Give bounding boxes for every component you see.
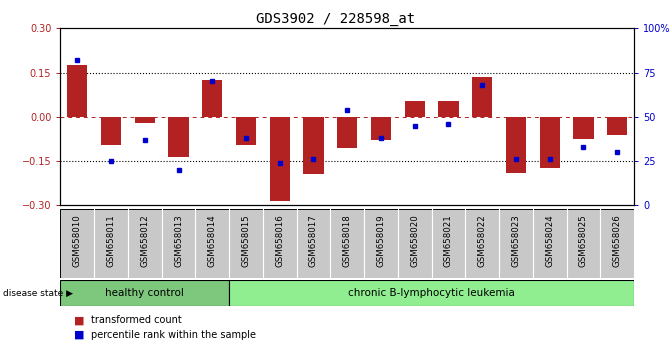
Bar	[67, 65, 87, 117]
Bar	[270, 117, 290, 201]
Text: GSM658012: GSM658012	[140, 215, 149, 267]
Bar	[236, 117, 256, 145]
Bar	[573, 117, 594, 139]
Text: GSM658023: GSM658023	[511, 215, 521, 267]
Bar	[506, 117, 526, 173]
Text: GSM658015: GSM658015	[242, 215, 250, 267]
Text: GSM658022: GSM658022	[478, 215, 486, 267]
Text: GSM658014: GSM658014	[208, 215, 217, 267]
Bar	[472, 77, 493, 117]
Bar	[101, 117, 121, 145]
Text: GSM658010: GSM658010	[72, 215, 82, 267]
Text: transformed count: transformed count	[91, 315, 181, 325]
Text: percentile rank within the sample: percentile rank within the sample	[91, 330, 256, 339]
Text: GSM658019: GSM658019	[376, 215, 386, 267]
Text: GSM658025: GSM658025	[579, 215, 588, 267]
Text: ■: ■	[74, 330, 85, 339]
Text: GSM658016: GSM658016	[275, 215, 285, 267]
Text: GSM658018: GSM658018	[343, 215, 352, 267]
Bar	[371, 117, 391, 141]
Text: healthy control: healthy control	[105, 288, 185, 298]
Text: GSM658021: GSM658021	[444, 215, 453, 267]
Text: GDS3902 / 228598_at: GDS3902 / 228598_at	[256, 12, 415, 27]
Bar	[202, 80, 222, 117]
Text: GSM658024: GSM658024	[546, 215, 554, 267]
Text: disease state ▶: disease state ▶	[3, 289, 73, 297]
Text: GSM658026: GSM658026	[613, 215, 622, 267]
Bar	[337, 117, 358, 148]
Bar	[303, 117, 323, 175]
Text: GSM658013: GSM658013	[174, 215, 183, 267]
Text: ■: ■	[74, 315, 85, 325]
Bar	[60, 280, 229, 306]
Text: GSM658020: GSM658020	[410, 215, 419, 267]
Text: GSM658011: GSM658011	[107, 215, 115, 267]
Text: GSM658017: GSM658017	[309, 215, 318, 267]
Bar	[405, 101, 425, 117]
Text: chronic B-lymphocytic leukemia: chronic B-lymphocytic leukemia	[348, 288, 515, 298]
Bar	[607, 117, 627, 135]
Bar	[229, 280, 634, 306]
Bar	[438, 101, 458, 117]
Bar	[539, 117, 560, 169]
Bar	[168, 117, 189, 156]
Bar	[135, 117, 155, 123]
